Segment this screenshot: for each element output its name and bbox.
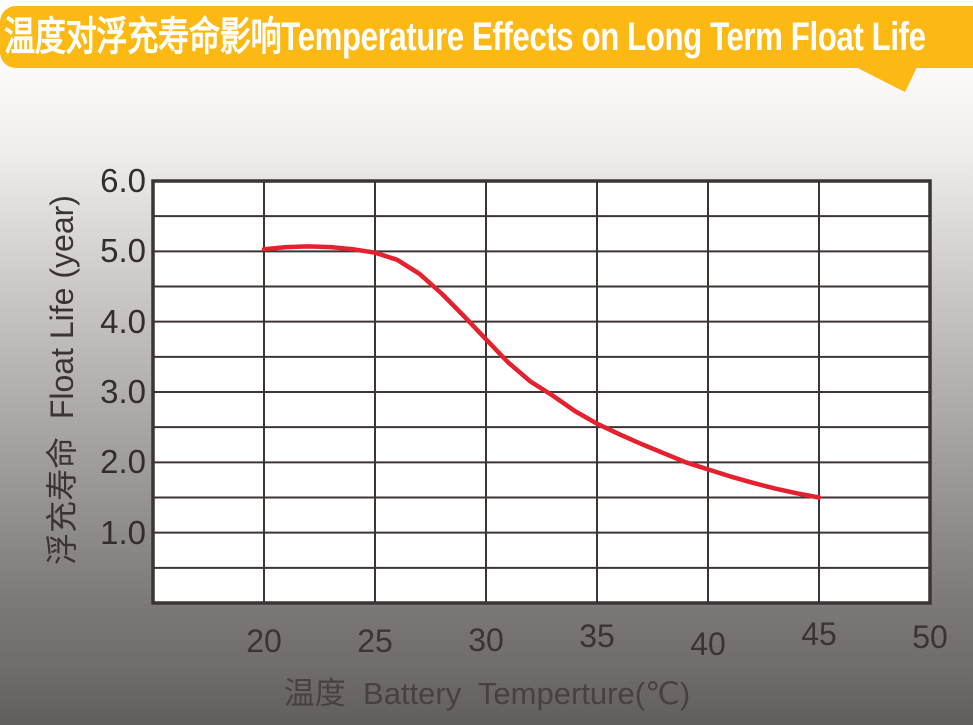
y-tick-label: 4.0 bbox=[100, 302, 146, 340]
banner-tail-pointer bbox=[852, 65, 918, 92]
x-tick-label: 35 bbox=[579, 618, 615, 654]
title-banner: 温度对浮充寿命影响Temperature Effects on Long Ter… bbox=[0, 6, 973, 68]
x-tick-label: 30 bbox=[468, 622, 504, 658]
page-title: 温度对浮充寿命影响Temperature Effects on Long Ter… bbox=[4, 15, 926, 59]
banner-tail-shape bbox=[852, 65, 918, 92]
y-tick-label: 3.0 bbox=[100, 373, 146, 410]
y-axis-title-text: 浮充寿命 Float Life (year) bbox=[44, 195, 80, 565]
plot-border bbox=[151, 179, 932, 605]
y-tick-label: 2.0 bbox=[100, 443, 146, 481]
x-tick-label: 25 bbox=[357, 623, 393, 659]
x-axis-title: 温度 Battery Temperture(℃) bbox=[283, 676, 691, 711]
x-tick-label: 40 bbox=[690, 626, 726, 662]
float-life-curve bbox=[261, 244, 822, 500]
y-tick-label: 1.0 bbox=[100, 513, 146, 551]
y-tick-label: 5.0 bbox=[100, 232, 146, 270]
y-tick-label: 6.0 bbox=[100, 162, 146, 199]
x-tick-label: 45 bbox=[801, 616, 837, 652]
x-tick-label: 50 bbox=[912, 619, 948, 655]
x-tick-label: 20 bbox=[246, 623, 282, 659]
